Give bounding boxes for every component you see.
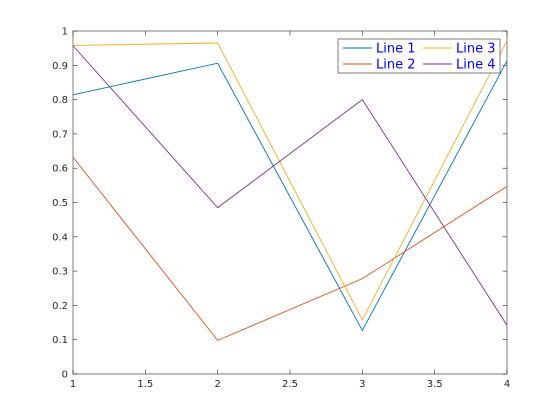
x-tick-label: 1.5 [137,379,153,390]
x-tick-label: 4 [504,379,510,390]
plot-area [72,30,508,375]
y-tick-label: 0.9 [52,61,68,72]
series-line-4 [72,45,508,326]
y-tick-label: 0.3 [52,267,68,278]
legend-label: Line 4 [456,58,496,73]
y-tick-label: 0.5 [52,198,68,209]
y-axis: 0 0.1 0.2 0.3 0.4 0.5 0.6 0.7 0.8 0.9 1 [52,27,507,381]
legend-label: Line 3 [456,42,496,57]
series-lines [72,40,508,341]
series-line-2 [72,156,508,341]
y-tick-label: 0.4 [52,232,68,243]
y-tick-label: 0.7 [52,129,68,140]
x-tick-label: 2 [214,379,220,390]
y-tick-label: 1 [62,27,68,38]
legend-label: Line 1 [376,42,416,57]
y-tick-label: 0.6 [52,164,68,175]
series-line-1 [72,60,508,332]
series-line-3 [72,40,508,321]
x-tick-label: 3.5 [427,379,443,390]
legend-label: Line 2 [376,58,416,73]
x-tick-label: 3 [359,379,365,390]
legend-box [337,38,501,74]
y-tick-label: 0.1 [52,335,68,346]
legend: Line 1 Line 3 Line 2 Line 4 [337,38,501,74]
y-tick-label: 0 [62,370,68,381]
x-axis: 1 1.5 2 2.5 3 3.5 4 [70,31,510,390]
x-tick-label: 1 [70,379,76,390]
x-tick-label: 2.5 [282,379,298,390]
y-tick-label: 0.8 [52,95,68,106]
y-tick-label: 0.2 [52,301,68,312]
